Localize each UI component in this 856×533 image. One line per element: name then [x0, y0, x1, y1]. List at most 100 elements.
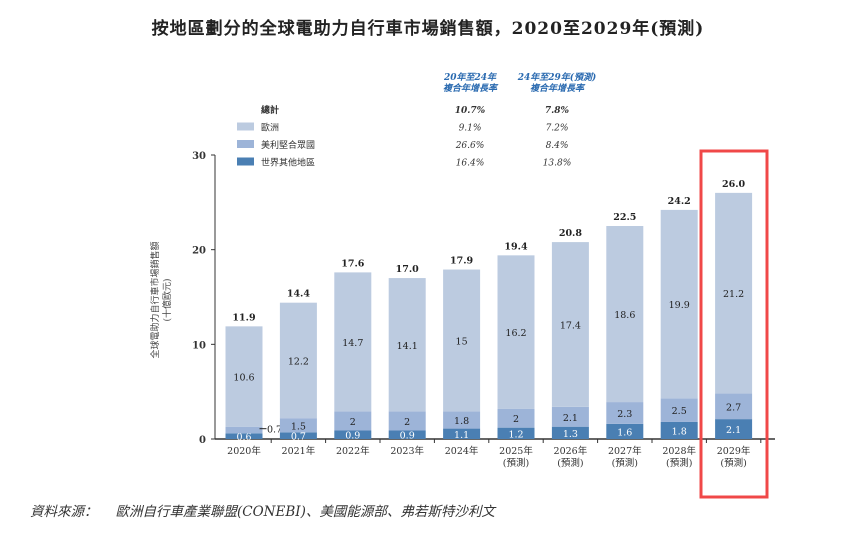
data-label-us: 1.8	[454, 416, 469, 427]
cagr-value: 16.4%	[456, 159, 485, 169]
legend-label: 歐洲	[261, 122, 279, 134]
cagr-value: 13.8%	[543, 159, 572, 169]
data-label-rest: 1.3	[563, 429, 578, 440]
total-label: 19.4	[504, 241, 528, 252]
bar-segment-rest	[388, 430, 426, 439]
highlight-box	[699, 149, 769, 499]
bar-segment-us	[606, 402, 644, 424]
bar-segment-europe	[715, 192, 753, 394]
data-label-us: 0.7	[267, 425, 282, 436]
x-tick-label: 2026年	[554, 445, 588, 457]
data-label-europe: 15	[456, 337, 468, 348]
bar-segment-europe	[388, 278, 426, 412]
y-axis-label: 全球電助力自行車市場銷售額	[149, 241, 161, 358]
bar-segment-europe	[279, 302, 317, 419]
bar-segment-rest	[660, 421, 698, 439]
y-axis-unit: (十億歐元)	[161, 278, 173, 321]
source-note: 資料來源： 歐洲自行車產業聯盟(CONEBI)、美國能源部、弗若斯特沙利文	[30, 500, 513, 520]
bar-segment-us	[443, 411, 481, 429]
data-label-rest: 0.9	[345, 431, 360, 442]
bar-segment-rest	[443, 428, 481, 439]
data-label-europe: 19.9	[669, 300, 690, 311]
bar-segment-us	[551, 406, 589, 427]
cagr-value: 26.6%	[455, 141, 485, 151]
bar-segment-europe	[551, 242, 589, 407]
chart-title: 按地區劃分的全球電助力自行車市場銷售額，2020至2029年(預測)	[151, 19, 705, 39]
source-label: 資料來源：	[30, 504, 98, 520]
x-tick-label: (預測)	[666, 457, 692, 469]
x-tick-label: 2021年	[282, 445, 316, 457]
x-tick-label: 2024年	[445, 445, 479, 457]
bar-segment-us	[715, 393, 753, 420]
bar-segment-us	[388, 411, 426, 431]
total-label: 17.0	[396, 264, 420, 275]
total-label: 17.9	[450, 256, 474, 267]
data-label-rest: 0.9	[400, 431, 415, 442]
legend-swatch-us	[237, 140, 254, 148]
legend-label: 世界其他地區	[261, 157, 315, 169]
data-label-europe: 10.6	[233, 373, 254, 384]
bar-segment-us	[279, 418, 317, 433]
data-label-us: 2	[404, 417, 410, 428]
legend-label: 總計	[261, 104, 279, 116]
y-tick-label: 0	[199, 435, 206, 446]
x-tick-label: 2028年	[662, 445, 696, 457]
data-label-europe: 16.2	[505, 328, 526, 339]
data-label-rest: 1.1	[454, 430, 469, 441]
total-label: 20.8	[559, 228, 583, 239]
data-label-rest: 1.8	[672, 426, 687, 437]
y-tick-label: 20	[192, 246, 206, 257]
bar-segment-rest	[606, 423, 644, 439]
x-tick-label: 2023年	[390, 445, 424, 457]
bar-segment-us	[334, 411, 372, 431]
cagr-header: 20年至24年	[443, 72, 498, 83]
data-label-us: 2.1	[563, 413, 578, 424]
data-label-europe: 17.4	[560, 320, 581, 331]
bar-segment-europe	[225, 326, 263, 427]
bar-segment-europe	[606, 226, 644, 403]
bar-segment-us	[660, 398, 698, 422]
x-tick-label: (預測)	[720, 457, 746, 469]
cagr-value: 7.2%	[546, 124, 569, 134]
data-label-europe: 18.6	[614, 310, 635, 321]
bar-segment-rest	[551, 426, 589, 439]
bar-segment-rest	[715, 419, 753, 439]
total-label: 22.5	[613, 212, 636, 223]
data-label-rest: 1.6	[617, 427, 632, 438]
data-label-rest: 2.1	[726, 425, 741, 436]
total-label: 26.0	[722, 179, 746, 190]
cagr-value: 9.1%	[459, 124, 482, 134]
cagr-value: 10.7%	[455, 106, 486, 116]
x-tick-label: 2025年	[499, 445, 533, 457]
bar-segment-us	[225, 426, 263, 434]
data-label-rest: 0.6	[236, 432, 251, 443]
cagr-header: 24年至29年(預測)	[517, 72, 597, 83]
data-label-europe: 12.2	[288, 356, 309, 367]
bar-segment-europe	[334, 272, 372, 412]
data-label-europe: 14.7	[342, 338, 363, 349]
data-label-us: 2.5	[672, 406, 687, 417]
data-label-us: 2.3	[617, 409, 632, 420]
bar-segment-europe	[443, 269, 481, 412]
data-label-europe: 21.2	[723, 289, 744, 300]
bar-segment-rest	[497, 427, 535, 439]
total-label: 14.4	[287, 289, 311, 300]
x-tick-label: 2022年	[336, 445, 370, 457]
data-label-us: 2.7	[726, 402, 741, 413]
cagr-value: 8.4%	[546, 141, 569, 151]
bar-segment-rest	[279, 432, 317, 439]
total-label: 24.2	[668, 196, 691, 207]
source-text: 歐洲自行車產業聯盟(CONEBI)、美國能源部、弗若斯特沙利文	[115, 504, 495, 520]
data-label-rest: 1.2	[508, 429, 523, 440]
cagr-value: 7.8%	[545, 106, 570, 116]
bar-segment-rest	[225, 433, 263, 439]
bar-segment-rest	[334, 430, 372, 439]
x-tick-label: (預測)	[612, 457, 638, 469]
total-label: 11.9	[232, 312, 256, 323]
y-tick-label: 30	[192, 151, 206, 162]
data-label-us: 1.5	[291, 421, 306, 432]
total-label: 17.6	[341, 258, 365, 269]
x-tick-label: 2020年	[227, 445, 261, 457]
data-label-europe: 14.1	[397, 341, 418, 352]
